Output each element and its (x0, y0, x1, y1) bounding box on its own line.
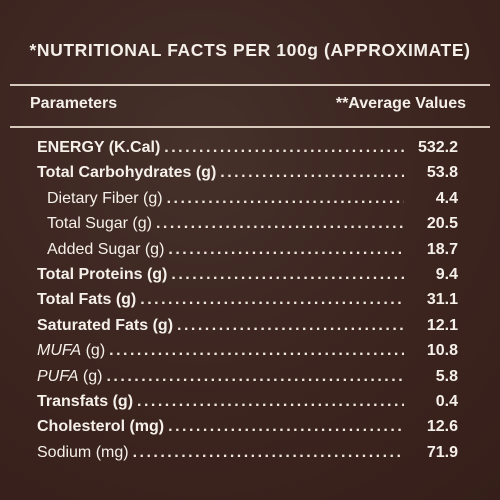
row-value: 18.7 (426, 240, 458, 258)
row-value: 5.8 (435, 367, 458, 385)
row-saturated-fats: Saturated Fats (g) 12.1 (37, 313, 462, 338)
row-added-sugar: Added Sugar (g) 18.7 (37, 237, 462, 262)
row-value: 53.8 (426, 164, 458, 182)
row-value: 20.5 (426, 215, 458, 233)
row-label-unit: (g) (81, 342, 106, 360)
row-label: PUFA (g) (37, 364, 106, 389)
row-mufa: MUFA (g) 10.8 (37, 338, 462, 363)
header-top-divider (10, 84, 490, 86)
dot-leader (168, 237, 404, 262)
row-label: Sodium (mg) (37, 443, 129, 461)
row-value: 12.1 (426, 316, 458, 334)
row-sodium: Sodium (mg) 71.9 (37, 440, 462, 465)
dot-leader (171, 262, 404, 287)
average-values-column-header: **Average Values (335, 95, 466, 112)
parameters-column-header: Parameters (30, 95, 118, 112)
row-label: Total Proteins (g) (37, 265, 168, 283)
dot-leader (168, 414, 404, 439)
row-label: Cholesterol (mg) (37, 418, 165, 436)
row-dietary-fiber: Dietary Fiber (g) 4.4 (37, 186, 462, 211)
dot-leader (140, 287, 404, 312)
row-label: Added Sugar (g) (47, 240, 165, 258)
row-label: MUFA (g) (37, 338, 109, 363)
dot-leader (220, 160, 404, 185)
dot-leader (164, 135, 404, 160)
dot-leader (133, 440, 404, 465)
row-total-proteins: Total Proteins (g) 9.4 (37, 262, 462, 287)
row-value: 10.8 (426, 342, 458, 360)
row-value: 71.9 (426, 443, 458, 461)
dot-leader (156, 211, 404, 236)
row-label: Transfats (g) (37, 392, 134, 410)
dot-leader (177, 313, 404, 338)
row-label: Dietary Fiber (g) (47, 189, 163, 207)
row-label: Saturated Fats (g) (37, 316, 174, 334)
row-label-name: MUFA (37, 342, 82, 360)
row-value: 31.1 (426, 291, 458, 309)
row-value: 4.4 (435, 189, 458, 207)
row-label-name: PUFA (37, 367, 79, 385)
row-total-fats: Total Fats (g) 31.1 (37, 287, 462, 312)
dot-leader (167, 186, 404, 211)
row-pufa: PUFA (g) 5.8 (37, 364, 462, 389)
row-label-unit: (g) (78, 367, 103, 385)
row-total-sugar: Total Sugar (g) 20.5 (37, 211, 462, 236)
row-value: 12.6 (426, 418, 458, 436)
table-header: Parameters **Average Values (0, 95, 500, 119)
row-cholesterol: Cholesterol (mg) 12.6 (37, 414, 462, 439)
dot-leader (106, 364, 404, 389)
row-label: Total Sugar (g) (47, 215, 152, 233)
header-bottom-divider (10, 126, 490, 128)
row-energy: ENERGY (K.Cal) 532.2 (37, 135, 462, 160)
row-label: Total Carbohydrates (g) (37, 164, 217, 182)
dot-leader (137, 389, 404, 414)
nutrition-title: *NUTRITIONAL FACTS PER 100g (APPROXIMATE… (29, 40, 471, 60)
row-transfats: Transfats (g) 0.4 (37, 389, 462, 414)
row-value: 9.4 (435, 265, 458, 283)
nutrition-rows: ENERGY (K.Cal) 532.2 Total Carbohydrates… (37, 135, 462, 465)
row-label: Total Fats (g) (37, 291, 137, 309)
row-value: 0.4 (435, 392, 458, 410)
row-total-carbohydrates: Total Carbohydrates (g) 53.8 (37, 160, 462, 185)
row-value: 532.2 (417, 139, 458, 156)
row-label: ENERGY (K.Cal) (37, 139, 161, 156)
dot-leader (109, 338, 404, 363)
